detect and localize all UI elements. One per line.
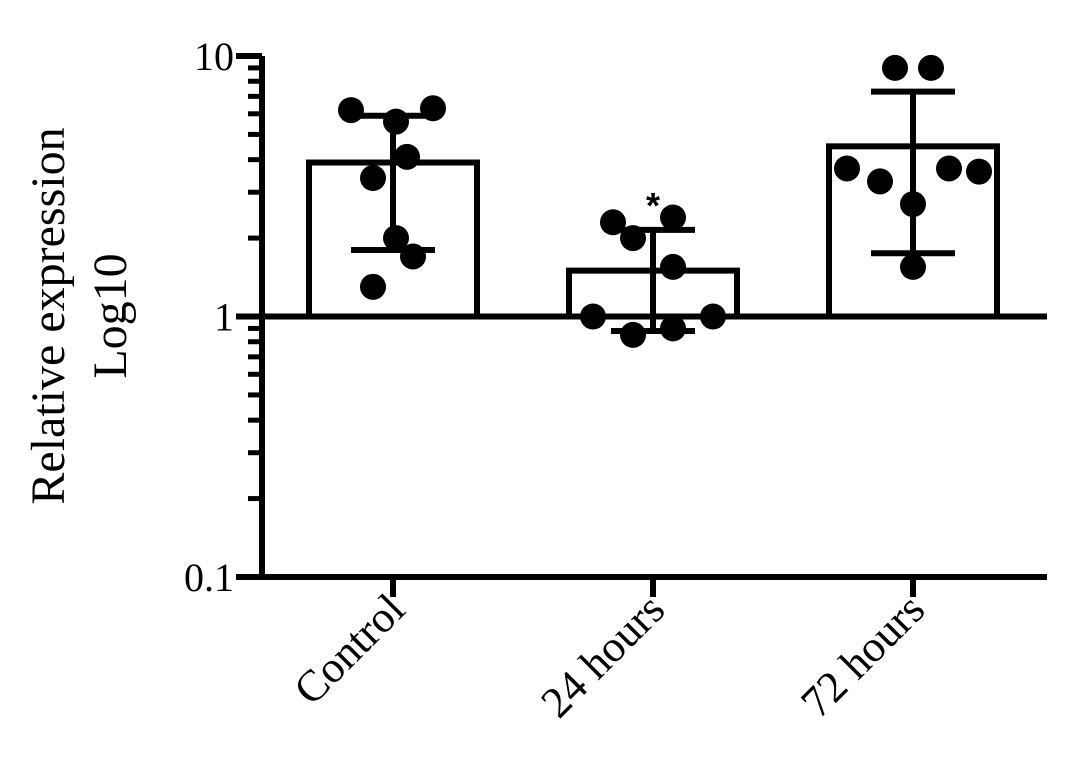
data-point (660, 253, 686, 280)
data-point (338, 97, 364, 124)
data-point (900, 253, 926, 280)
data-point (400, 243, 426, 270)
data-point (600, 209, 626, 236)
data-point (620, 225, 646, 252)
x-tick-labels: Control 24 hours 72 hours (284, 584, 934, 727)
x-tick-label: Control (284, 584, 414, 714)
data-point (834, 155, 860, 182)
data-point (620, 321, 646, 348)
y-axis-title: Relative expression Log10 (22, 127, 137, 504)
x-tick-label: 72 hours (791, 584, 934, 727)
data-point (580, 303, 606, 330)
y-tick-label: 10 (194, 34, 234, 79)
data-point (394, 143, 420, 170)
data-point (383, 108, 409, 135)
y-axis-title-line: Log10 (84, 253, 137, 378)
data-point (867, 168, 893, 195)
data-point (420, 95, 446, 122)
data-point (660, 315, 686, 342)
data-point (360, 165, 386, 192)
data-point (660, 204, 686, 231)
data-point (936, 155, 962, 182)
data-point (383, 225, 409, 252)
y-tick-label: 0.1 (184, 555, 234, 600)
data-point (360, 273, 386, 300)
data-points (338, 54, 992, 348)
data-point (900, 191, 926, 218)
data-point (966, 158, 992, 185)
y-tick-label: 1 (214, 295, 234, 340)
significance-annotation: * (646, 185, 660, 226)
data-point (882, 54, 908, 81)
y-axis-title-line: Relative expression (22, 127, 75, 504)
data-point (700, 303, 726, 330)
annotations: * (646, 185, 660, 226)
x-tick-label: 24 hours (531, 584, 674, 727)
data-point (918, 54, 944, 81)
